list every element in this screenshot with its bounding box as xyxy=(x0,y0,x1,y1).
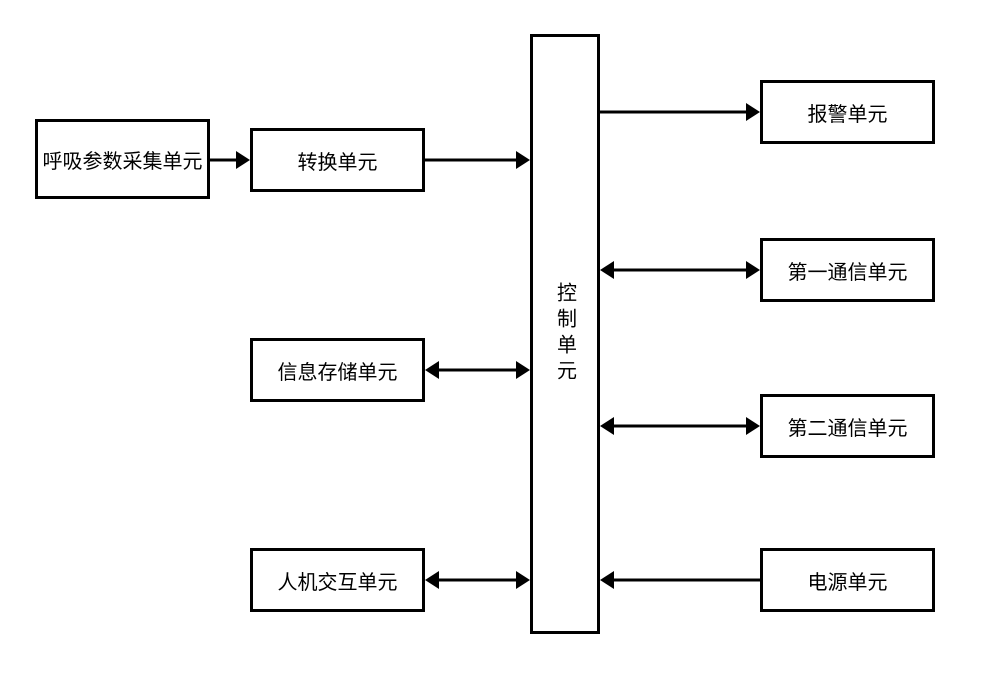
node-label-comm1: 第一通信单元 xyxy=(788,256,908,285)
node-hci: 人机交互单元 xyxy=(250,548,425,612)
node-label-convert: 转换单元 xyxy=(298,146,378,175)
node-label-comm2: 第二通信单元 xyxy=(788,412,908,441)
node-storage: 信息存储单元 xyxy=(250,338,425,402)
edge-power-control xyxy=(600,571,760,589)
edge-respiration-convert xyxy=(210,151,250,169)
node-label-respiration: 呼吸参数采集单元 xyxy=(43,145,203,174)
edge-control-comm2 xyxy=(600,417,760,435)
edge-convert-control xyxy=(425,151,530,169)
node-power: 电源单元 xyxy=(760,548,935,612)
node-convert: 转换单元 xyxy=(250,128,425,192)
node-label-power: 电源单元 xyxy=(808,566,888,595)
edge-control-comm1 xyxy=(600,261,760,279)
node-label-hci: 人机交互单元 xyxy=(278,566,398,595)
node-respiration: 呼吸参数采集单元 xyxy=(35,119,210,199)
node-label-storage: 信息存储单元 xyxy=(278,356,398,385)
node-alarm: 报警单元 xyxy=(760,80,935,144)
edge-control-alarm xyxy=(600,103,760,121)
node-label-alarm: 报警单元 xyxy=(808,98,888,127)
node-control: 控制单元 xyxy=(530,34,600,634)
node-comm2: 第二通信单元 xyxy=(760,394,935,458)
edge-storage-control xyxy=(425,361,530,379)
node-label-control: 控制单元 xyxy=(551,282,580,386)
node-comm1: 第一通信单元 xyxy=(760,238,935,302)
diagram-canvas: 呼吸参数采集单元 转换单元信息存储单元人机交互单元 控制单元 报警单元第一通信单元第二… xyxy=(0,0,1000,684)
edge-hci-control xyxy=(425,571,530,589)
